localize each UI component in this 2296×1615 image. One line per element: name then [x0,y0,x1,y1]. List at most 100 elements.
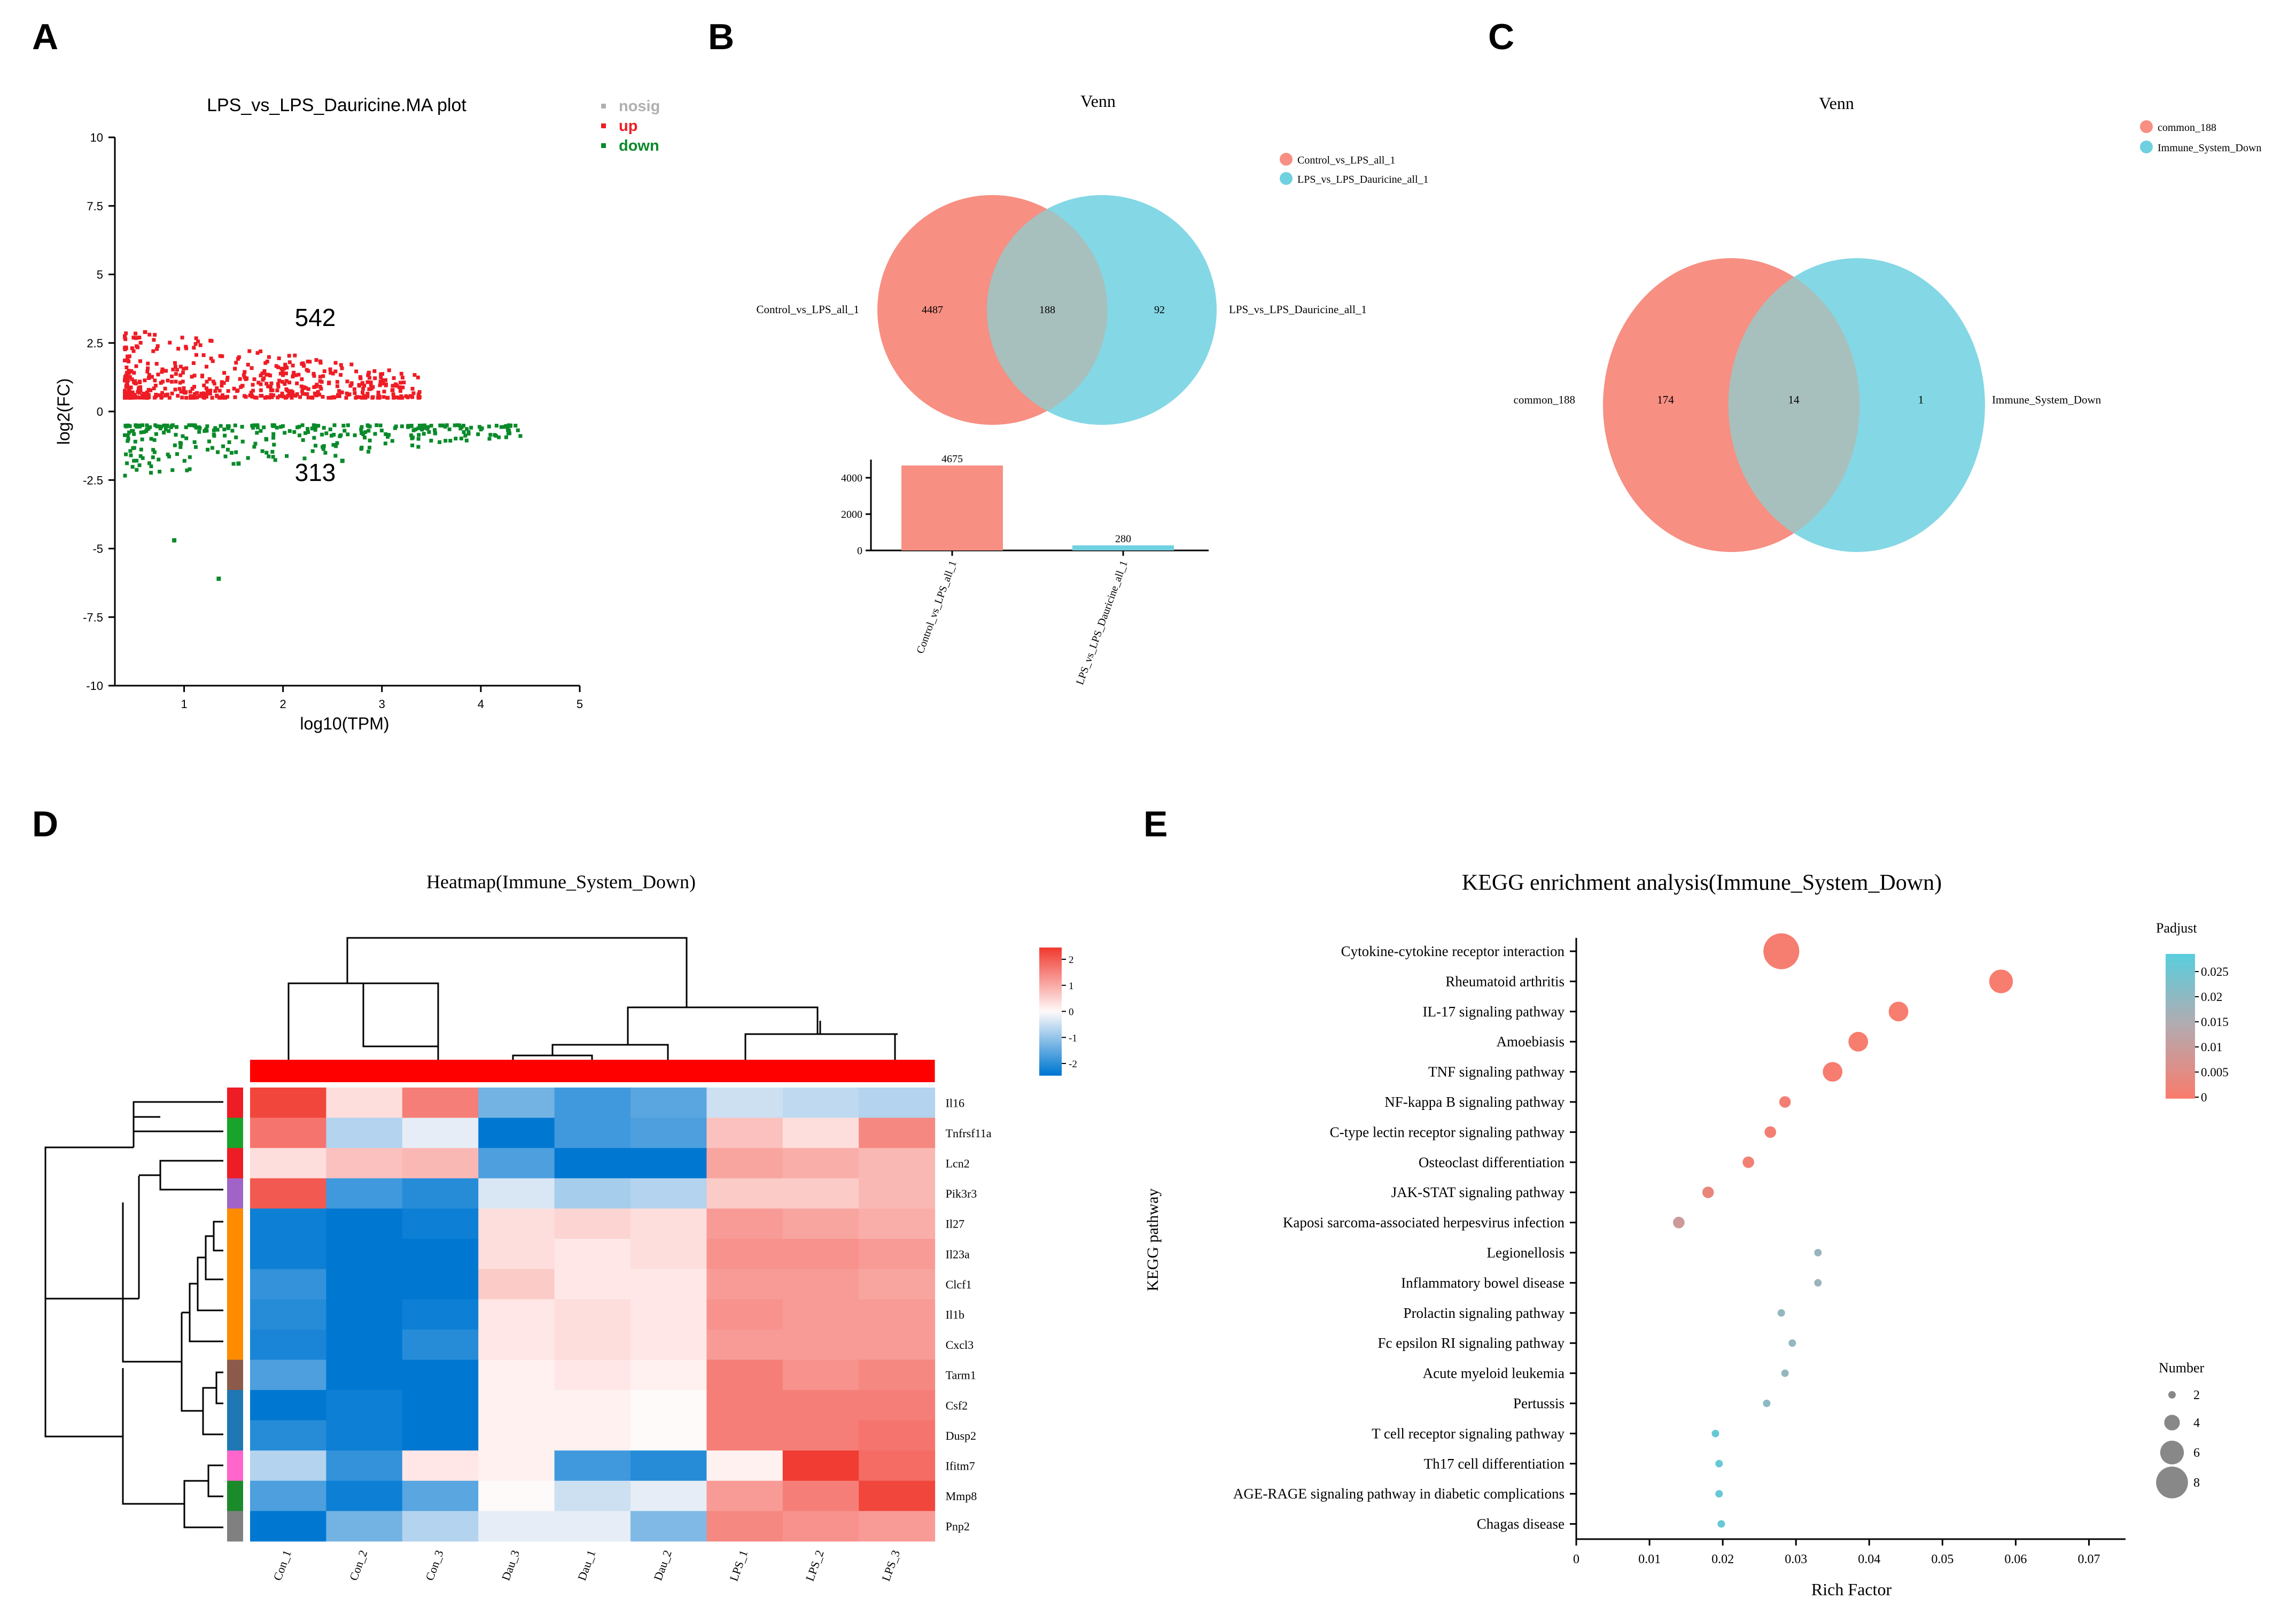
heatmap-cell [782,1299,859,1330]
ma-point-down [166,452,170,456]
ma-point-up [180,336,184,340]
heatmap-colorbar-label: 2 [1069,954,1074,966]
heatmap-cell [859,1148,936,1179]
ma-point-up [361,386,365,391]
heatmap-column-label: Con_1 [270,1548,294,1582]
ma-plot-legend: nosig up down [601,98,660,154]
ma-point-up [367,387,371,391]
kegg-point [1848,1031,1869,1052]
ma-point-up [276,382,280,386]
heatmap-cell [478,1088,555,1119]
heatmap-cell [402,1480,479,1511]
ma-point-up [365,392,370,396]
venn-b-legend-swatch-2 [1280,172,1293,185]
ma-legend-swatch-nosig [601,104,606,108]
ma-point-up [264,382,269,386]
kegg-pathway-label: Cytokine-cytokine receptor interaction [1341,943,1565,959]
heatmap-cell [326,1178,403,1209]
heatmap-colorbar-segment [1039,1003,1062,1006]
ma-point-down [429,424,433,428]
heatmap-colorbar-segment [1039,975,1062,978]
heatmap-cell [631,1178,707,1209]
ma-point-down [170,468,175,472]
kegg-padjust-segment [2166,1058,2195,1061]
heatmap-cell [554,1480,631,1511]
ma-point-down [230,429,235,433]
heatmap-cell [478,1420,555,1451]
ma-point-up [291,373,295,377]
ma-point-down [185,468,189,472]
heatmap-cell [326,1269,403,1300]
ma-point-up [317,392,322,397]
ma-point-up [271,393,276,398]
kegg-padjust-segment [2166,1006,2195,1010]
ma-point-up [204,386,208,391]
ma-point-down [406,424,410,428]
heatmap-cell [402,1329,479,1360]
ma-point-down [125,461,129,465]
heatmap-row-label: Tnfrsf11a [946,1127,992,1140]
heatmap-cell [631,1480,707,1511]
kegg-padjust-segment [2166,1075,2195,1078]
ma-point-down [126,437,130,441]
ma-point-down [184,425,188,429]
kegg-point [1888,1001,1909,1022]
ma-point-down [126,433,130,437]
heatmap-cell [250,1178,326,1209]
ma-point-up [416,392,421,397]
ma-point-up [250,394,254,399]
ma-point-up [128,390,132,394]
kegg-padjust-label: 0.025 [2201,965,2229,979]
heatmap-title: Heatmap(Immune_System_Down) [426,871,696,892]
ma-point-up [177,387,182,391]
kegg-padjust-segment [2166,1026,2195,1030]
kegg-number-label: 2 [2193,1388,2200,1402]
heatmap-colorbar-label: 1 [1069,981,1074,992]
heatmap-column-label: Con_2 [347,1548,370,1582]
ma-point-down [255,425,260,430]
heatmap-cell [782,1178,859,1209]
kegg-padjust-segment [2166,997,2195,1001]
kegg-pathway-label: Inflammatory bowel disease [1401,1275,1565,1291]
ma-point-up [379,382,383,386]
heatmap-cell [631,1088,707,1119]
ma-point-up [301,363,306,367]
ma-point-up [362,395,366,400]
kegg-x-tick-label: 0.03 [1785,1552,1807,1566]
ma-point-down [124,452,128,456]
ma-point-down [250,424,254,428]
ma-point-up [276,384,281,389]
ma-point-down [271,432,276,436]
heatmap-cell [631,1390,707,1421]
ma-point-up [312,385,316,389]
ma-point-up [365,380,370,384]
heatmap-colorbar-segment [1039,996,1062,999]
heatmap-column-label: LPS_3 [879,1548,902,1583]
ma-point-down [149,464,153,469]
heatmap-cell [554,1329,631,1360]
ma-point-down [212,428,216,432]
ma-point-up [236,389,240,393]
heatmap-colorbar: 2 1 0 -1 -2 [1039,948,1077,1076]
ma-point-down [464,438,469,442]
heatmap-cell [478,1329,555,1360]
ma-point-down [507,429,511,433]
ma-point-up [382,395,386,399]
heatmap-cell [859,1239,936,1270]
ma-x-tick-label: 3 [379,697,385,711]
ma-point-up [164,369,168,373]
ma-x-tick-label: 1 [181,697,187,711]
ma-point-down [251,425,255,430]
heatmap-colorbar-segment [1039,1045,1062,1049]
ma-point-up [251,383,255,387]
ma-point-down [231,462,236,466]
kegg-padjust-segment [2166,1086,2195,1090]
ma-point-up [124,374,128,378]
kegg-padjust-label: 0 [2201,1091,2207,1104]
ma-point-up [380,378,385,382]
panel-label-d: D [32,804,58,844]
ma-point-down [128,449,133,453]
ma-point-up [360,395,364,400]
kegg-number-swatch [2156,1466,2188,1498]
heatmap-colorbar-segment [1039,1073,1062,1076]
